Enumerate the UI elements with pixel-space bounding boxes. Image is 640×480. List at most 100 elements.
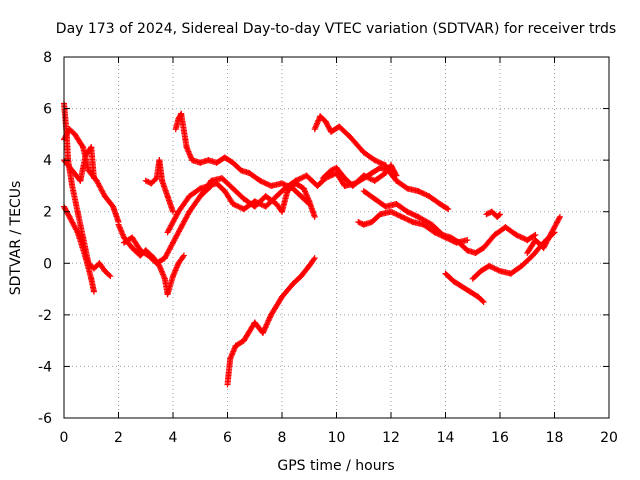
data-point-marker — [464, 237, 471, 244]
data-point-marker — [404, 208, 411, 215]
data-point-marker — [329, 171, 336, 178]
data-point-marker — [266, 314, 273, 321]
data-point-marker — [488, 264, 495, 271]
data-point-marker — [232, 202, 239, 209]
data-point-marker — [263, 322, 270, 329]
data-point-marker — [375, 159, 382, 166]
data-point-marker — [279, 180, 285, 187]
data-point-marker — [234, 202, 241, 209]
data-point-marker — [490, 264, 497, 271]
x-tick-label: 16 — [491, 430, 509, 446]
data-point-marker — [496, 212, 503, 219]
data-point-marker — [401, 215, 408, 222]
data-point-marker — [367, 175, 374, 182]
data-point-marker — [378, 160, 385, 167]
data-point-marker — [444, 205, 451, 212]
series-track-14 — [355, 208, 471, 246]
data-point-marker — [377, 159, 384, 166]
data-point-marker — [445, 206, 452, 213]
y-tick-label: -6 — [38, 411, 52, 427]
data-point-marker — [264, 318, 271, 325]
data-point-marker — [144, 178, 151, 185]
data-point-marker — [392, 210, 399, 217]
series-track-15 — [360, 188, 539, 256]
x-tick-label: 20 — [600, 430, 618, 446]
x-tick-label: 2 — [114, 430, 123, 446]
data-point-marker — [90, 288, 97, 295]
series-track-2 — [61, 100, 114, 280]
series-track-18 — [524, 213, 563, 256]
data-point-marker — [260, 328, 267, 335]
data-point-marker — [422, 191, 429, 198]
data-point-marker — [518, 234, 525, 241]
data-point-marker — [411, 211, 418, 218]
data-point-marker — [328, 172, 335, 179]
data-point-marker — [517, 233, 524, 240]
data-point-marker — [520, 235, 527, 242]
data-point-marker — [107, 273, 114, 280]
data-point-marker — [261, 327, 268, 334]
series-track-19 — [483, 208, 503, 220]
data-point-marker — [251, 198, 258, 205]
x-tick-label: 10 — [328, 430, 346, 446]
data-point-marker — [416, 188, 423, 195]
data-point-marker — [412, 212, 419, 219]
data-point-marker — [371, 157, 378, 164]
data-point-marker — [311, 213, 318, 220]
data-point-marker — [264, 320, 271, 327]
data-point-marker — [393, 211, 400, 218]
x-tick-label: 18 — [546, 430, 564, 446]
data-point-marker — [265, 181, 272, 188]
series-track-4 — [61, 144, 97, 184]
data-point-marker — [263, 321, 270, 328]
data-point-marker — [405, 217, 412, 224]
data-point-marker — [328, 167, 335, 174]
series-track-12 — [311, 113, 452, 213]
data-point-marker — [262, 324, 269, 331]
data-point-marker — [364, 174, 371, 181]
data-point-marker — [266, 316, 273, 323]
y-tick-label: 2 — [43, 205, 52, 221]
data-point-marker — [264, 180, 271, 187]
data-point-marker — [356, 219, 363, 226]
data-point-marker — [423, 191, 430, 198]
data-point-marker — [479, 297, 486, 304]
data-point-marker — [408, 210, 415, 217]
data-point-marker — [355, 219, 362, 226]
data-point-marker — [394, 211, 401, 218]
x-tick-label: 14 — [437, 430, 455, 446]
data-point-marker — [480, 298, 487, 305]
data-point-marker — [398, 213, 405, 220]
data-point-marker — [311, 255, 318, 262]
x-tick-label: 6 — [223, 430, 232, 446]
data-point-marker — [405, 209, 412, 216]
data-point-marker — [366, 175, 373, 182]
data-point-marker — [329, 166, 336, 173]
x-axis-label: GPS time / hours — [277, 458, 394, 474]
data-point-marker — [295, 176, 302, 183]
data-point-marker — [362, 173, 369, 180]
data-point-marker — [299, 174, 306, 181]
y-tick-label: 0 — [43, 256, 52, 272]
data-point-marker — [374, 158, 381, 165]
data-point-marker — [531, 232, 538, 239]
data-point-marker — [420, 190, 427, 197]
data-point-marker — [532, 231, 539, 238]
data-point-marker — [79, 142, 86, 149]
data-point-marker — [516, 233, 523, 240]
data-point-marker — [494, 266, 501, 273]
data-point-marker — [390, 210, 397, 217]
x-tick-label: 12 — [382, 430, 400, 446]
data-point-marker — [419, 190, 426, 197]
y-tick-label: 8 — [43, 50, 52, 66]
data-point-marker — [513, 231, 520, 238]
data-point-marker — [484, 210, 491, 217]
chart-title: Day 173 of 2024, Sidereal Day-to-day VTE… — [56, 21, 616, 37]
data-point-marker — [396, 212, 403, 219]
data-point-marker — [408, 218, 415, 225]
x-tick-label: 0 — [60, 430, 69, 446]
y-tick-label: -2 — [38, 308, 52, 324]
y-axis-label: SDTVAR / TECUs — [8, 181, 24, 296]
series-track-16 — [442, 270, 487, 305]
